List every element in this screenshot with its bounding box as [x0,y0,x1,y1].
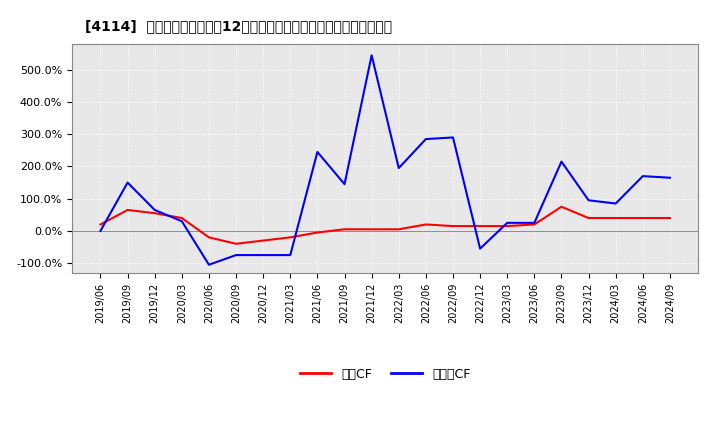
フリーCF [341,182,349,187]
Line: 営業CF: 営業CF [101,207,670,244]
営業CF [611,215,620,220]
フリーCF [367,53,376,58]
フリーCF [476,246,485,251]
フリーCF [584,198,593,203]
フリーCF [259,253,268,258]
Legend: 営業CF, フリーCF: 営業CF, フリーCF [295,363,475,385]
営業CF [584,215,593,220]
営業CF [150,211,159,216]
フリーCF [557,159,566,164]
営業CF [449,224,457,229]
Line: フリーCF: フリーCF [101,55,670,265]
営業CF [232,241,240,246]
Text: [4114]  キャッシュフローの12か月移動合計の対前年同期増減率の推移: [4114] キャッシュフローの12か月移動合計の対前年同期増減率の推移 [84,19,392,33]
営業CF [259,238,268,243]
フリーCF [178,219,186,224]
営業CF [421,222,430,227]
営業CF [557,204,566,209]
フリーCF [449,135,457,140]
営業CF [395,227,403,232]
営業CF [639,215,647,220]
フリーCF [150,207,159,213]
営業CF [313,230,322,235]
営業CF [286,235,294,240]
フリーCF [639,173,647,179]
フリーCF [286,253,294,258]
営業CF [123,207,132,213]
営業CF [341,227,349,232]
営業CF [476,224,485,229]
営業CF [665,215,674,220]
フリーCF [665,175,674,180]
営業CF [178,215,186,220]
フリーCF [530,220,539,225]
営業CF [367,227,376,232]
営業CF [503,224,511,229]
フリーCF [611,201,620,206]
営業CF [204,235,213,240]
フリーCF [313,149,322,154]
フリーCF [96,228,105,234]
フリーCF [123,180,132,185]
営業CF [96,222,105,227]
営業CF [530,222,539,227]
フリーCF [204,262,213,268]
フリーCF [421,136,430,142]
フリーCF [395,165,403,171]
フリーCF [232,253,240,258]
フリーCF [503,220,511,225]
